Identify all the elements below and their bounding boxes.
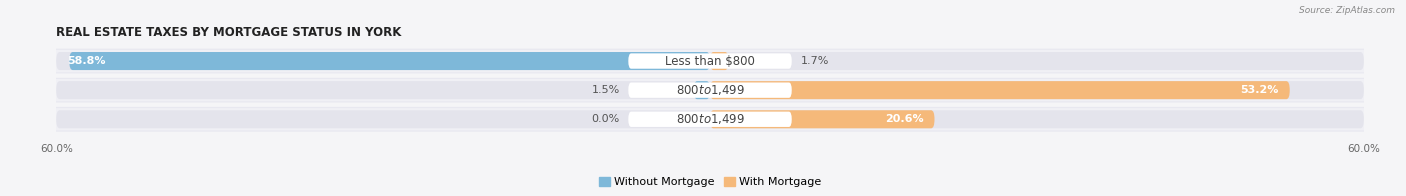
FancyBboxPatch shape	[710, 110, 935, 128]
FancyBboxPatch shape	[69, 52, 710, 70]
FancyBboxPatch shape	[45, 107, 1375, 132]
FancyBboxPatch shape	[710, 81, 1289, 99]
Text: 53.2%: 53.2%	[1240, 85, 1279, 95]
FancyBboxPatch shape	[56, 52, 1364, 70]
FancyBboxPatch shape	[51, 79, 1369, 101]
Text: 58.8%: 58.8%	[67, 56, 105, 66]
FancyBboxPatch shape	[56, 110, 1364, 128]
Text: Less than $800: Less than $800	[665, 54, 755, 68]
FancyBboxPatch shape	[51, 50, 1369, 72]
FancyBboxPatch shape	[45, 49, 1375, 74]
Legend: Without Mortgage, With Mortgage: Without Mortgage, With Mortgage	[595, 173, 825, 192]
FancyBboxPatch shape	[628, 83, 792, 98]
Text: 20.6%: 20.6%	[884, 114, 924, 124]
Text: 0.0%: 0.0%	[592, 114, 620, 124]
Text: Source: ZipAtlas.com: Source: ZipAtlas.com	[1299, 6, 1395, 15]
FancyBboxPatch shape	[51, 108, 1369, 131]
FancyBboxPatch shape	[45, 78, 1375, 103]
Text: 1.7%: 1.7%	[800, 56, 830, 66]
FancyBboxPatch shape	[628, 53, 792, 69]
Text: $800 to $1,499: $800 to $1,499	[675, 112, 745, 126]
Text: $800 to $1,499: $800 to $1,499	[675, 83, 745, 97]
FancyBboxPatch shape	[628, 112, 792, 127]
FancyBboxPatch shape	[693, 81, 710, 99]
FancyBboxPatch shape	[56, 81, 1364, 99]
Text: 1.5%: 1.5%	[592, 85, 620, 95]
FancyBboxPatch shape	[710, 52, 728, 70]
Text: REAL ESTATE TAXES BY MORTGAGE STATUS IN YORK: REAL ESTATE TAXES BY MORTGAGE STATUS IN …	[56, 26, 402, 39]
